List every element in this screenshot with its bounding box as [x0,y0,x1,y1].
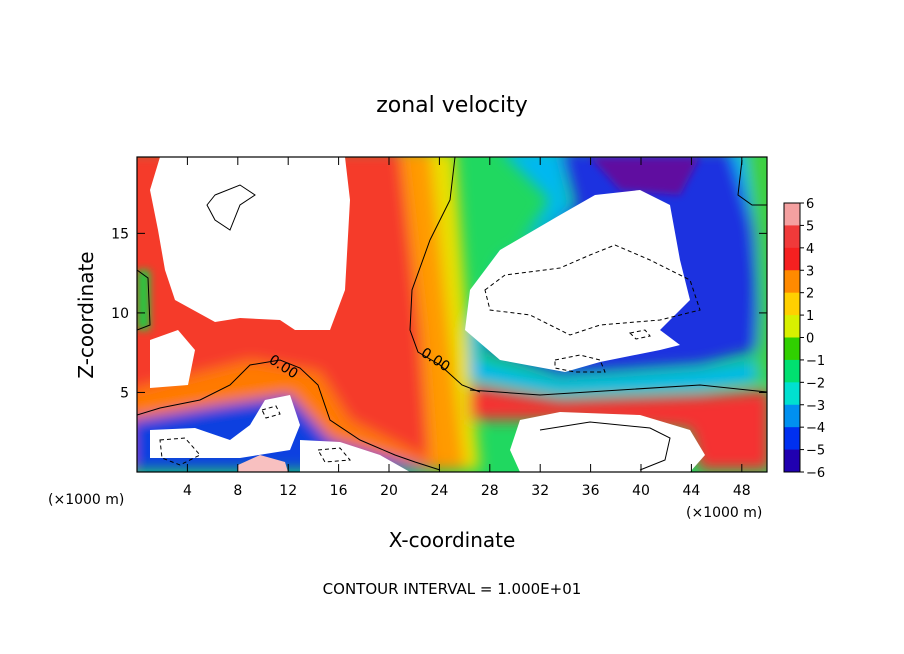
colorbar-label: −5 [806,444,825,459]
colorbar-label: 3 [806,264,814,279]
contour-zero-left [137,359,441,471]
x-axis-label: X-coordinate [389,528,516,552]
y-axis-ticks: 5 10 15 [111,226,767,401]
colorbar-label: 4 [806,242,814,257]
saturated-positive-left-lobe [150,330,195,388]
colorbar-label: −4 [806,421,825,436]
contour-dashed-small [554,354,606,373]
field-bottom-left-warm [137,360,450,470]
field-yellow-band [430,157,480,470]
x-tick-label: 12 [279,483,297,499]
y-tick-label: 10 [111,306,129,322]
colorbar-label: 5 [806,219,814,234]
x-tick-label: 28 [481,483,499,499]
colorbar-swatch [784,382,800,406]
colorbar-label: 0 [806,332,814,347]
colorbar: 6 5 4 3 2 1 0 −1 −2 −3 −4 −5 −6 [783,197,825,481]
colorbar-label: −3 [806,399,825,414]
x-tick-label: 20 [380,483,398,499]
colorbar-label: 2 [806,287,814,302]
contour-dashed [159,244,701,466]
contour-dashed-blob [484,244,701,336]
saturated-negative-right-blob [465,190,690,372]
x-unit-label-right: (×1000 m) [686,505,762,521]
contour-dashed-ellipse [628,329,651,340]
saturated-positive-upper-left [150,157,350,330]
x-tick-label: 48 [733,483,751,499]
contour-right-edge [737,159,767,206]
saturated-positive-bottom-center [300,440,410,472]
contour-dashed-bottom [159,437,201,466]
colorbar-swatch [784,449,800,473]
colorbar-swatch [784,315,800,338]
x-tick-label: 4 [183,483,192,499]
x-tick-label: 24 [430,483,448,499]
contour-dashed-tiny [261,405,281,419]
colorbar-swatch [784,359,800,383]
contour-lower-right [539,421,671,471]
x-axis-ticks: 4 8 12 16 20 24 28 32 36 40 44 48 [183,157,751,499]
x-tick-label: 8 [233,483,242,499]
contour-dashed-bottom2 [317,447,352,463]
plot-frame [136,156,768,473]
field-green-left-strip [137,270,150,330]
x-tick-label: 44 [682,483,700,499]
chart-title: zonal velocity [376,93,528,118]
contour-small-loop [206,184,256,231]
contour-left-edge [137,269,151,331]
colorbar-label: −1 [806,354,825,369]
x-unit-label-left: (×1000 m) [48,492,124,508]
x-tick-label: 16 [330,483,348,499]
x-tick-label: 32 [531,483,549,499]
x-tick-label: 40 [632,483,650,499]
colorbar-swatch [784,337,800,361]
field-orange-band [400,157,470,470]
x-tick-label: 36 [582,483,600,499]
contour-lines [137,157,767,471]
field-lower-warm [470,385,767,470]
colorbar-swatch [784,225,800,249]
field-purple-top [590,157,700,195]
y-axis-label: Z-coordinate [74,251,98,378]
colorbar-label: −6 [806,466,825,481]
y-tick-label: 5 [120,385,129,401]
colorbar-label: 6 [806,197,814,212]
colorbar-swatch [784,203,800,226]
saturated-positive-bottom-small [238,455,288,472]
field-right-green [745,157,767,380]
colorbar-swatch [784,270,800,294]
colorbar-label: 1 [806,309,814,324]
saturated-negative-lower-left [150,395,300,458]
colorbar-swatch [784,247,800,271]
colorbar-swatch [784,427,800,451]
colorbar-label: −2 [806,376,825,391]
contour-zero-center [409,157,481,393]
contour-interval-footer: CONTOUR INTERVAL = 1.000E+01 [323,580,582,598]
colorbar-swatch [784,292,800,316]
field-cyan-band [470,157,767,395]
y-tick-label: 15 [111,226,129,242]
colorbar-swatch [784,404,800,428]
heatmap-field: 0.00 0.00 [137,157,767,472]
contour-zero-right [469,384,767,396]
